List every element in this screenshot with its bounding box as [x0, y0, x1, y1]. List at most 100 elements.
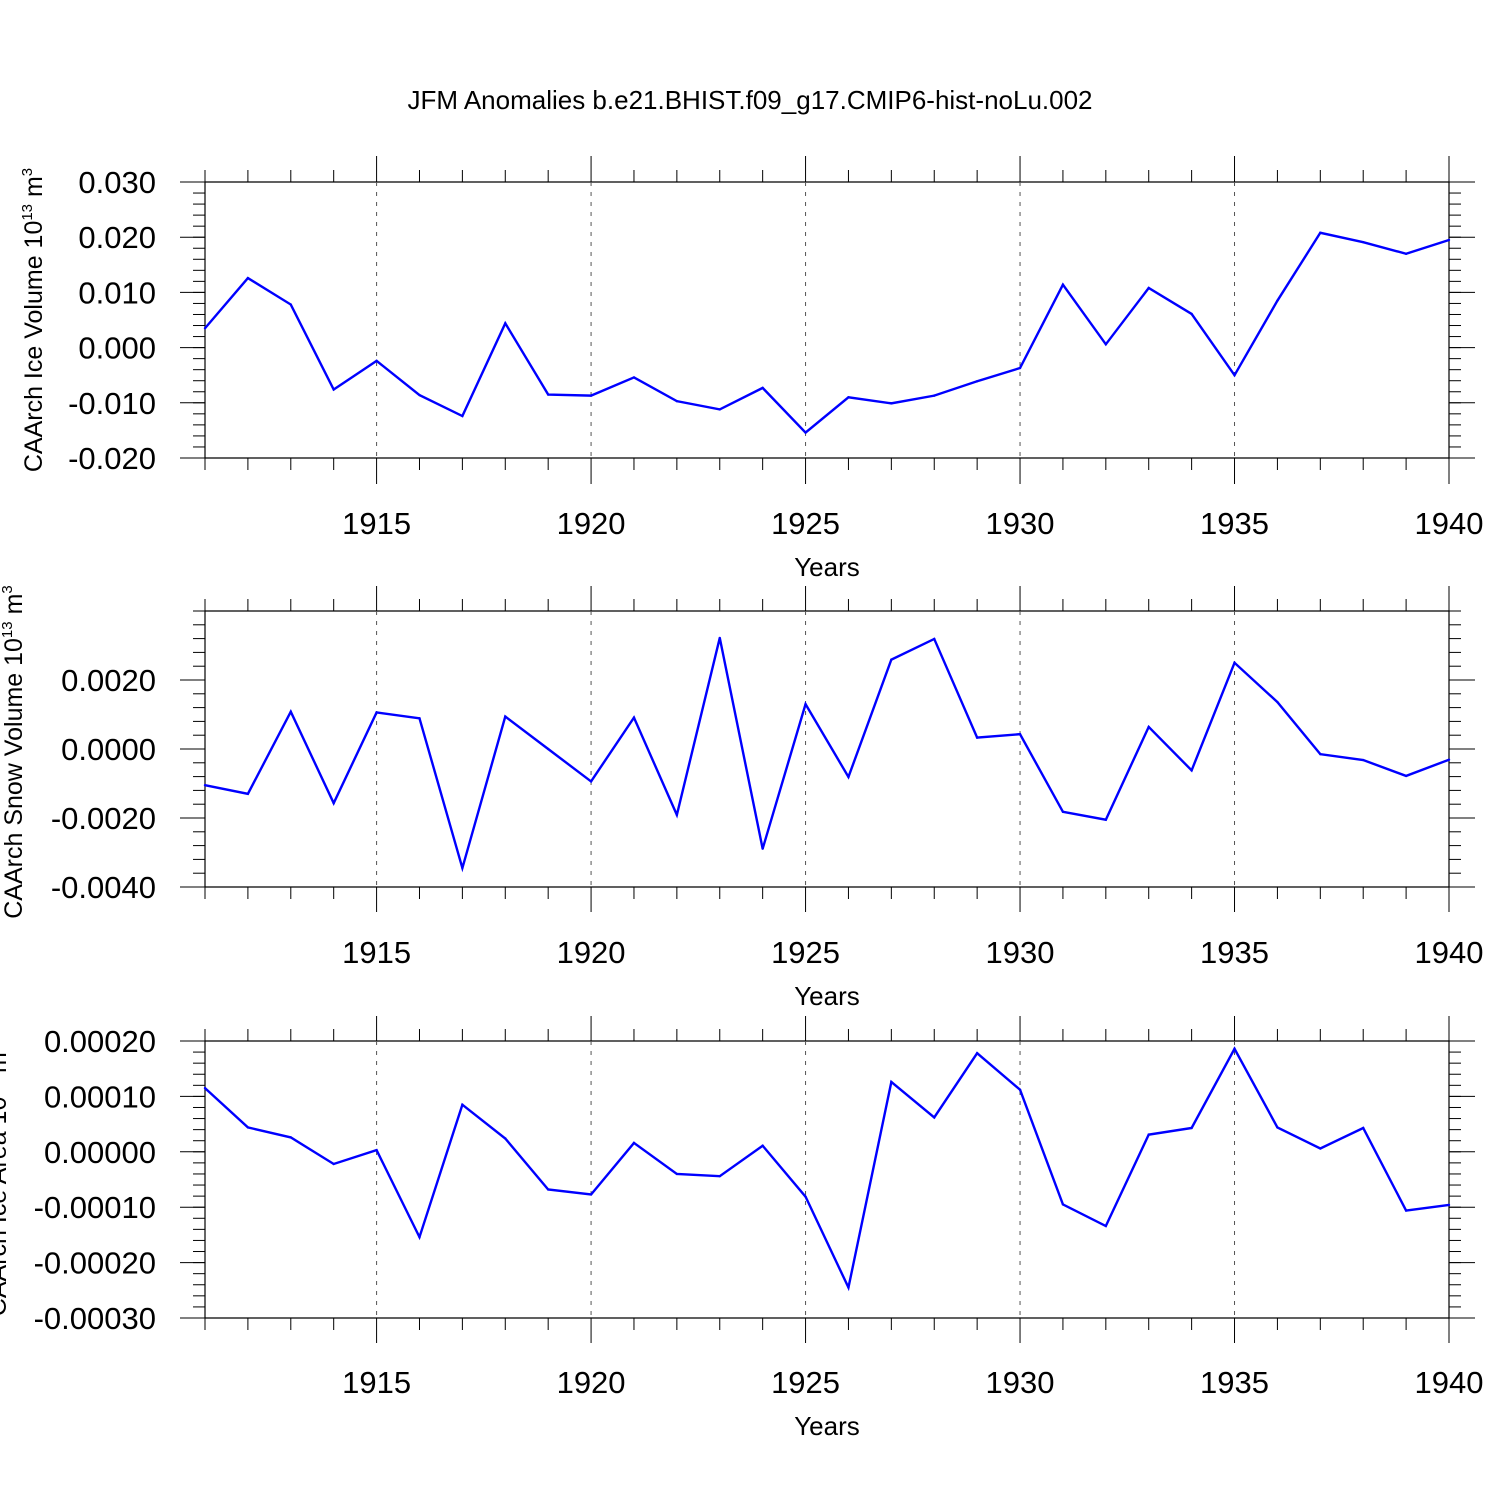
p0-xtick-label-1925: 1925 — [771, 506, 840, 541]
p0-point-1933 — [1147, 286, 1150, 290]
p2-ytick-label-1: 0.00010 — [44, 1079, 156, 1114]
p0-y-axis-label: CAArch Ice Volume 1013 m3 — [19, 168, 48, 472]
p2-point-1914 — [332, 1162, 335, 1166]
p1-point-1930 — [1018, 732, 1022, 736]
p0-point-1922 — [675, 399, 679, 403]
p2-point-1927 — [890, 1080, 893, 1084]
p2-point-1919 — [546, 1188, 550, 1191]
p0-ytick-label-3: 0.000 — [78, 331, 156, 366]
p2-point-1930 — [1018, 1088, 1022, 1091]
p2-xtick-label-1915: 1915 — [342, 1365, 411, 1400]
p0-point-1913 — [289, 303, 292, 306]
p0-point-1927 — [890, 402, 893, 405]
p2-xtick-label-1930: 1930 — [986, 1365, 1055, 1400]
p0-y-axis-label-exp: 13 — [19, 204, 36, 221]
p2-point-1926 — [847, 1286, 850, 1289]
p1-xtick-label-1935: 1935 — [1200, 935, 1269, 970]
p2-xtick-label-1920: 1920 — [557, 1365, 626, 1400]
p0-point-1926 — [847, 396, 850, 399]
p0-point-1938 — [1362, 240, 1365, 244]
chart-title: JFM Anomalies b.e21.BHIST.f09_g17.CMIP6-… — [407, 85, 1092, 115]
p2-xtick-label-1935: 1935 — [1200, 1365, 1269, 1400]
p1-ytick-label-3: -0.0040 — [51, 870, 156, 905]
p1-y-axis-label: CAArch Snow Volume 1013 m3 — [0, 585, 28, 919]
p2-point-1928 — [933, 1116, 936, 1119]
p1-point-1929 — [975, 736, 979, 739]
p1-point-1927 — [890, 658, 893, 661]
p1-point-1940 — [1447, 758, 1451, 761]
p2-point-1912 — [246, 1126, 250, 1129]
p1-series-line — [204, 637, 1450, 873]
p1-point-1939 — [1404, 774, 1408, 778]
p1-point-1922 — [675, 813, 679, 817]
p0-xtick-label-1915: 1915 — [342, 506, 411, 541]
p1-point-1932 — [1104, 818, 1108, 821]
p2-point-1911 — [203, 1086, 207, 1090]
p2-ytick-label-2: 0.00000 — [44, 1135, 156, 1170]
p1-y-axis-label-unit-exp: 3 — [0, 585, 16, 593]
panel-ice-area: 1915 1920 1925 1930 1935 1940 Years 0.00020 0.00… — [0, 1016, 1483, 1441]
p0-y-axis-label-text: CAArch Ice Volume 10 — [20, 221, 48, 473]
p1-point-1924 — [761, 847, 764, 850]
p1-point-1923 — [718, 636, 721, 640]
p2-xtick-label-1940: 1940 — [1415, 1365, 1484, 1400]
p1-point-1937 — [1319, 752, 1322, 756]
p1-xtick-label-1920: 1920 — [557, 935, 626, 970]
p2-x-axis-label: Years — [794, 1411, 860, 1441]
p0-point-1937 — [1319, 231, 1322, 234]
p0-y-axis-label-unit: m — [20, 176, 48, 204]
p2-y-axis-label-unit: m — [0, 1052, 12, 1080]
p2-point-1921 — [632, 1141, 636, 1145]
p0-point-1912 — [246, 276, 250, 280]
p0-xtick-label-1935: 1935 — [1200, 506, 1269, 541]
p1-point-1913 — [289, 710, 292, 713]
p2-point-1917 — [461, 1103, 464, 1106]
p1-ytick-label-1: 0.0000 — [61, 732, 156, 767]
p0-point-1930 — [1018, 366, 1022, 370]
p0-point-1918 — [504, 322, 507, 325]
p1-point-1938 — [1362, 758, 1365, 762]
p2-point-1913 — [289, 1136, 292, 1139]
p1-x-axis-label: Years — [794, 981, 860, 1011]
p2-point-1920 — [589, 1193, 593, 1196]
p0-point-1931 — [1061, 283, 1065, 286]
p2-point-1916 — [418, 1235, 421, 1239]
p0-xtick-label-1920: 1920 — [557, 506, 626, 541]
p2-ytick-label-5: -0.00030 — [34, 1301, 156, 1336]
p0-ytick-label-0: 0.030 — [78, 165, 156, 200]
p2-point-1938 — [1362, 1126, 1365, 1130]
p1-y-axis-label-text: CAArch Snow Volume 10 — [0, 638, 28, 919]
p1-ytick-label-0: 0.0020 — [61, 663, 156, 698]
p0-x-axis-label: Years — [794, 552, 860, 582]
p1-y-axis-label-exp: 13 — [0, 621, 16, 638]
p1-point-1933 — [1147, 725, 1150, 729]
p0-y-axis-label-unit-exp: 3 — [19, 168, 36, 176]
p0-point-1939 — [1404, 252, 1408, 255]
p1-point-1914 — [332, 801, 335, 805]
p0-xtick-label-1930: 1930 — [986, 506, 1055, 541]
p0-point-1920 — [589, 394, 593, 397]
p0-point-1911 — [203, 327, 207, 330]
p2-point-1923 — [718, 1174, 721, 1178]
p1-point-1916 — [418, 717, 421, 720]
p0-point-1928 — [933, 394, 936, 397]
p1-point-1928 — [933, 637, 936, 641]
p1-xtick-label-1915: 1915 — [342, 935, 411, 970]
p0-point-1925 — [804, 431, 807, 434]
p0-point-1932 — [1104, 343, 1108, 346]
p1-point-1915 — [375, 711, 378, 714]
p2-point-1933 — [1147, 1133, 1150, 1136]
p2-point-1915 — [375, 1148, 378, 1152]
p1-point-1920 — [589, 780, 593, 783]
p0-point-1919 — [546, 393, 550, 396]
p2-ytick-label-3: -0.00010 — [34, 1190, 156, 1225]
p1-y-axis-label-unit: m — [0, 594, 28, 622]
p0-point-1924 — [761, 386, 764, 390]
p0-point-1916 — [418, 393, 421, 397]
p1-ytick-label-2: -0.0020 — [51, 801, 156, 836]
p0-point-1940 — [1447, 238, 1451, 242]
p2-point-1925 — [804, 1195, 807, 1198]
p1-point-1936 — [1276, 700, 1279, 704]
p2-ytick-label-0: 0.00020 — [44, 1024, 156, 1059]
